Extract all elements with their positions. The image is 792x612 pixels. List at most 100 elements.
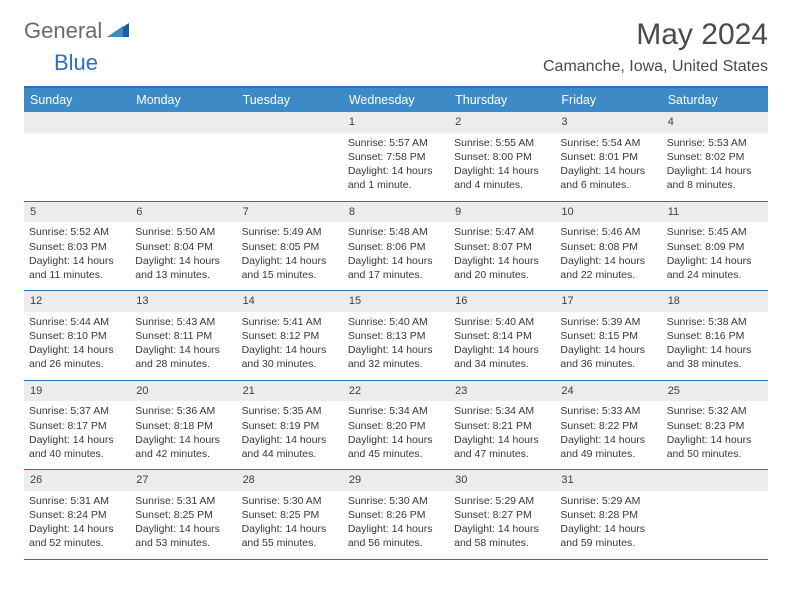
day-line: Sunrise: 5:46 AM <box>560 225 656 239</box>
day-body <box>662 491 768 553</box>
day-body: Sunrise: 5:34 AMSunset: 8:21 PMDaylight:… <box>449 401 555 469</box>
day-line: Sunrise: 5:40 AM <box>454 315 550 329</box>
day-body: Sunrise: 5:32 AMSunset: 8:23 PMDaylight:… <box>662 401 768 469</box>
day-number: 4 <box>662 112 768 133</box>
day-number: 12 <box>24 291 130 312</box>
day-body: Sunrise: 5:29 AMSunset: 8:27 PMDaylight:… <box>449 491 555 559</box>
header-thursday: Thursday <box>449 88 555 112</box>
day-line: Sunrise: 5:49 AM <box>242 225 338 239</box>
day-cell: 11Sunrise: 5:45 AMSunset: 8:09 PMDayligh… <box>662 202 768 291</box>
day-line: Sunrise: 5:57 AM <box>348 136 444 150</box>
day-cell: 3Sunrise: 5:54 AMSunset: 8:01 PMDaylight… <box>555 112 661 201</box>
day-line: Daylight: 14 hours and 52 minutes. <box>29 522 125 550</box>
day-line: Sunset: 8:17 PM <box>29 419 125 433</box>
day-line: Sunrise: 5:31 AM <box>135 494 231 508</box>
day-line: Daylight: 14 hours and 34 minutes. <box>454 343 550 371</box>
day-body: Sunrise: 5:36 AMSunset: 8:18 PMDaylight:… <box>130 401 236 469</box>
day-line: Sunset: 8:26 PM <box>348 508 444 522</box>
day-line: Sunrise: 5:36 AM <box>135 404 231 418</box>
day-line: Daylight: 14 hours and 11 minutes. <box>29 254 125 282</box>
day-line: Daylight: 14 hours and 32 minutes. <box>348 343 444 371</box>
day-cell: 22Sunrise: 5:34 AMSunset: 8:20 PMDayligh… <box>343 381 449 470</box>
day-line: Sunset: 8:08 PM <box>560 240 656 254</box>
day-line: Daylight: 14 hours and 56 minutes. <box>348 522 444 550</box>
day-cell: 12Sunrise: 5:44 AMSunset: 8:10 PMDayligh… <box>24 291 130 380</box>
day-number: 7 <box>237 202 343 223</box>
day-cell: 30Sunrise: 5:29 AMSunset: 8:27 PMDayligh… <box>449 470 555 559</box>
day-body: Sunrise: 5:35 AMSunset: 8:19 PMDaylight:… <box>237 401 343 469</box>
day-line: Sunrise: 5:43 AM <box>135 315 231 329</box>
day-line: Sunset: 8:28 PM <box>560 508 656 522</box>
day-line: Sunrise: 5:32 AM <box>667 404 763 418</box>
day-line: Daylight: 14 hours and 45 minutes. <box>348 433 444 461</box>
day-number: 16 <box>449 291 555 312</box>
day-body: Sunrise: 5:41 AMSunset: 8:12 PMDaylight:… <box>237 312 343 380</box>
day-line: Sunrise: 5:53 AM <box>667 136 763 150</box>
day-body: Sunrise: 5:57 AMSunset: 7:58 PMDaylight:… <box>343 133 449 201</box>
day-line: Sunset: 8:01 PM <box>560 150 656 164</box>
day-cell: 27Sunrise: 5:31 AMSunset: 8:25 PMDayligh… <box>130 470 236 559</box>
day-line: Daylight: 14 hours and 38 minutes. <box>667 343 763 371</box>
day-line: Daylight: 14 hours and 20 minutes. <box>454 254 550 282</box>
day-line: Sunrise: 5:34 AM <box>454 404 550 418</box>
day-line: Sunset: 8:03 PM <box>29 240 125 254</box>
day-cell: 1Sunrise: 5:57 AMSunset: 7:58 PMDaylight… <box>343 112 449 201</box>
day-cell: 8Sunrise: 5:48 AMSunset: 8:06 PMDaylight… <box>343 202 449 291</box>
header-tuesday: Tuesday <box>237 88 343 112</box>
day-line: Sunset: 8:02 PM <box>667 150 763 164</box>
header-monday: Monday <box>130 88 236 112</box>
day-number: 20 <box>130 381 236 402</box>
day-line: Sunset: 8:21 PM <box>454 419 550 433</box>
day-line: Sunrise: 5:54 AM <box>560 136 656 150</box>
day-line: Sunset: 8:04 PM <box>135 240 231 254</box>
day-line: Sunrise: 5:30 AM <box>242 494 338 508</box>
day-cell: 20Sunrise: 5:36 AMSunset: 8:18 PMDayligh… <box>130 381 236 470</box>
day-line: Daylight: 14 hours and 55 minutes. <box>242 522 338 550</box>
day-line: Sunrise: 5:50 AM <box>135 225 231 239</box>
day-line: Sunrise: 5:37 AM <box>29 404 125 418</box>
day-body <box>24 133 130 195</box>
day-line: Daylight: 14 hours and 36 minutes. <box>560 343 656 371</box>
day-line: Daylight: 14 hours and 50 minutes. <box>667 433 763 461</box>
day-line: Sunrise: 5:39 AM <box>560 315 656 329</box>
day-number: 29 <box>343 470 449 491</box>
day-line: Daylight: 14 hours and 49 minutes. <box>560 433 656 461</box>
day-cell: 19Sunrise: 5:37 AMSunset: 8:17 PMDayligh… <box>24 381 130 470</box>
day-body: Sunrise: 5:54 AMSunset: 8:01 PMDaylight:… <box>555 133 661 201</box>
header-saturday: Saturday <box>662 88 768 112</box>
day-line: Sunset: 7:58 PM <box>348 150 444 164</box>
day-line: Daylight: 14 hours and 58 minutes. <box>454 522 550 550</box>
day-body: Sunrise: 5:44 AMSunset: 8:10 PMDaylight:… <box>24 312 130 380</box>
day-line: Sunrise: 5:30 AM <box>348 494 444 508</box>
day-line: Sunrise: 5:52 AM <box>29 225 125 239</box>
day-number: 22 <box>343 381 449 402</box>
day-line: Sunset: 8:25 PM <box>242 508 338 522</box>
day-cell: 9Sunrise: 5:47 AMSunset: 8:07 PMDaylight… <box>449 202 555 291</box>
day-line: Daylight: 14 hours and 22 minutes. <box>560 254 656 282</box>
day-body: Sunrise: 5:43 AMSunset: 8:11 PMDaylight:… <box>130 312 236 380</box>
day-number <box>237 112 343 133</box>
day-body: Sunrise: 5:55 AMSunset: 8:00 PMDaylight:… <box>449 133 555 201</box>
week-row: 1Sunrise: 5:57 AMSunset: 7:58 PMDaylight… <box>24 112 768 202</box>
triangle-icon <box>107 21 129 42</box>
day-line: Sunrise: 5:35 AM <box>242 404 338 418</box>
day-body: Sunrise: 5:49 AMSunset: 8:05 PMDaylight:… <box>237 222 343 290</box>
day-line: Daylight: 14 hours and 4 minutes. <box>454 164 550 192</box>
day-line: Sunset: 8:14 PM <box>454 329 550 343</box>
day-line: Sunset: 8:05 PM <box>242 240 338 254</box>
day-line: Sunset: 8:06 PM <box>348 240 444 254</box>
day-line: Sunrise: 5:29 AM <box>560 494 656 508</box>
day-line: Sunrise: 5:45 AM <box>667 225 763 239</box>
day-number: 31 <box>555 470 661 491</box>
day-cell: 10Sunrise: 5:46 AMSunset: 8:08 PMDayligh… <box>555 202 661 291</box>
day-number: 9 <box>449 202 555 223</box>
logo: General <box>24 18 131 44</box>
day-line: Daylight: 14 hours and 1 minute. <box>348 164 444 192</box>
day-body: Sunrise: 5:47 AMSunset: 8:07 PMDaylight:… <box>449 222 555 290</box>
day-body: Sunrise: 5:37 AMSunset: 8:17 PMDaylight:… <box>24 401 130 469</box>
day-line: Daylight: 14 hours and 40 minutes. <box>29 433 125 461</box>
day-line: Daylight: 14 hours and 8 minutes. <box>667 164 763 192</box>
day-number: 6 <box>130 202 236 223</box>
day-number: 18 <box>662 291 768 312</box>
day-cell: 6Sunrise: 5:50 AMSunset: 8:04 PMDaylight… <box>130 202 236 291</box>
